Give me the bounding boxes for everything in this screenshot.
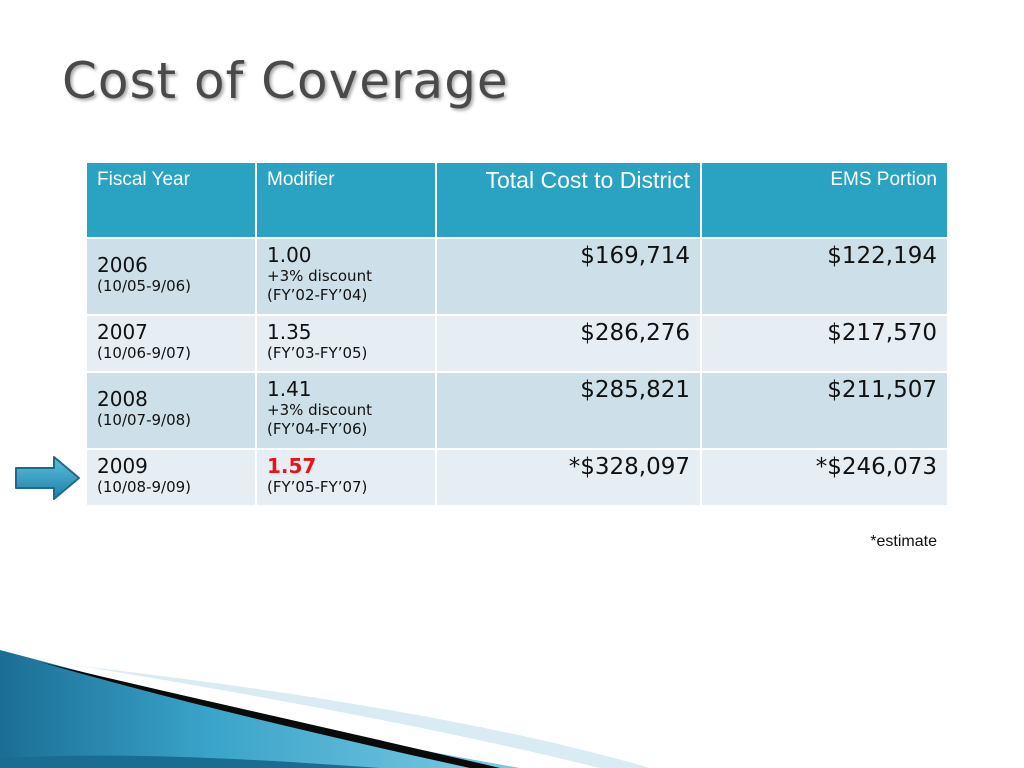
modifier-range: (FY’04-FY’06) [267,420,368,438]
modifier-value: 1.35 [267,320,312,344]
modifier-value: 1.41 [267,377,312,401]
table-row: 2006 (10/05-9/06) 1.00 +3% discount (FY’… [85,237,949,316]
ems-portion-cell: $122,194 [700,237,949,316]
table-row: 2008 (10/07-9/08) 1.41 +3% discount (FY’… [85,371,949,450]
year-label: 2009 [97,454,148,478]
header-modifier: Modifier [255,161,437,239]
total-cost-cell: $285,821 [435,371,702,450]
total-cost-cell: *$328,097 [435,448,702,507]
modifier-value: 1.00 [267,243,312,267]
fiscal-year-cell: 2009 (10/08-9/09) [85,448,257,507]
fiscal-year-cell: 2006 (10/05-9/06) [85,237,257,316]
modifier-range: (FY’02-FY’04) [267,286,368,304]
modifier-range: (FY’05-FY’07) [267,478,368,496]
modifier-value-highlight: 1.57 [267,454,317,478]
modifier-range: (FY’03-FY’05) [267,344,368,362]
year-period: (10/05-9/06) [97,277,192,295]
header-total-cost: Total Cost to District [435,161,702,239]
modifier-cell: 1.41 +3% discount (FY’04-FY’06) [255,371,437,450]
year-label: 2007 [97,320,148,344]
ems-portion-cell: $217,570 [700,314,949,373]
ems-portion-cell: $211,507 [700,371,949,450]
modifier-cell: 1.00 +3% discount (FY’02-FY’04) [255,237,437,316]
fiscal-year-cell: 2008 (10/07-9/08) [85,371,257,450]
year-period: (10/07-9/08) [97,411,192,429]
total-cost-cell: $169,714 [435,237,702,316]
modifier-discount: +3% discount [267,401,372,419]
year-label: 2006 [97,253,148,277]
right-arrow-icon [15,456,80,500]
estimate-footnote: *estimate [870,533,937,550]
fiscal-year-cell: 2007 (10/06-9/07) [85,314,257,373]
table-header-row: Fiscal Year Modifier Total Cost to Distr… [85,161,949,239]
table-row: 2007 (10/06-9/07) 1.35 (FY’03-FY’05) $28… [85,314,949,373]
ems-portion-cell: *$246,073 [700,448,949,507]
header-ems-portion: EMS Portion [700,161,949,239]
modifier-discount: +3% discount [267,267,372,285]
year-label: 2008 [97,387,148,411]
modifier-cell: 1.57 (FY’05-FY’07) [255,448,437,507]
total-cost-cell: $286,276 [435,314,702,373]
header-fiscal-year: Fiscal Year [85,161,257,239]
year-period: (10/08-9/09) [97,478,192,496]
modifier-cell: 1.35 (FY’03-FY’05) [255,314,437,373]
year-period: (10/06-9/07) [97,344,192,362]
blue-wave-decoration [0,650,650,768]
table-row: 2009 (10/08-9/09) 1.57 (FY’05-FY’07) *$3… [85,448,949,507]
slide-title: Cost of Coverage [62,52,509,110]
cost-table: Fiscal Year Modifier Total Cost to Distr… [85,161,949,507]
